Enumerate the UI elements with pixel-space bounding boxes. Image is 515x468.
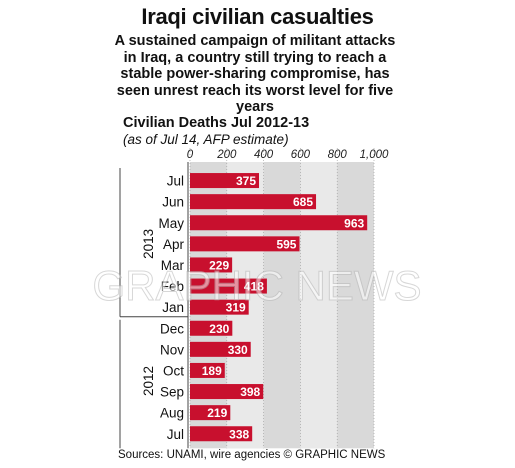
value-label: 229 [209,258,229,272]
bar [190,215,368,231]
category-label: Jul [167,174,184,189]
value-label: 319 [226,301,246,315]
bar [190,236,300,252]
watermark-text: GRAPHIC NEWS [92,262,421,309]
x-tick-label: 0 [187,149,194,161]
year-label: 2012 [141,366,156,396]
value-label: 189 [202,364,222,378]
category-label: Feb [161,279,184,294]
value-label: 230 [209,322,229,336]
bar [190,384,264,400]
chart-title: Iraqi civilian casualties [141,4,374,29]
bar [190,341,251,357]
bar [190,257,233,273]
value-label: 330 [228,343,248,357]
grid-band [300,162,338,449]
value-label: 418 [244,280,264,294]
category-label: Jun [162,195,184,210]
category-label: Jan [162,300,184,315]
section-title: Civilian Deaths Jul 2012-13 [123,115,310,131]
category-label: Oct [163,363,184,378]
bar [190,173,259,189]
category-label: Jul [167,427,184,442]
category-label: Aug [160,406,184,421]
year-label: 2013 [141,229,156,259]
bar [190,194,317,210]
category-label: Nov [160,342,184,357]
bar [190,426,253,442]
category-label: Dec [160,321,184,336]
bar [190,320,233,336]
x-tick-label: 800 [328,149,348,161]
category-label: May [158,216,184,231]
x-tick-label: 400 [254,149,274,161]
category-label: Mar [161,258,185,273]
value-label: 219 [207,406,227,420]
x-tick-label: 200 [216,149,237,161]
bar [190,299,249,315]
x-tick-label: 600 [291,149,311,161]
category-label: Sep [160,385,184,400]
bar [190,362,225,378]
value-label: 398 [240,385,260,399]
x-tick-label: 1,000 [360,149,389,161]
bar [190,405,231,421]
value-label: 963 [344,216,364,230]
source-note: Sources: UNAMI, wire agencies © GRAPHIC … [118,449,386,461]
bar [190,278,267,294]
value-label: 685 [293,195,313,209]
section-note: (as of Jul 14, AFP estimate) [123,132,289,147]
chart-subtitle: A sustained campaign of militant attacks… [114,33,396,115]
category-label: Apr [163,237,185,252]
value-label: 338 [229,427,249,441]
value-label: 375 [236,174,256,188]
value-label: 595 [276,237,296,251]
